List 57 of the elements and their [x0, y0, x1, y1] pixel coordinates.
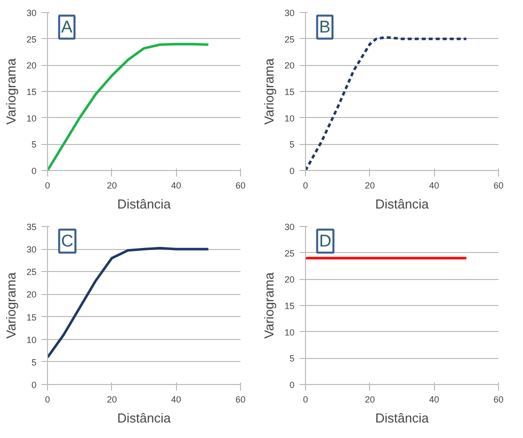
y-tick-label: 5	[289, 354, 295, 364]
chart-title: D	[319, 232, 332, 251]
x-axis-title: Distância	[375, 196, 430, 212]
x-tick-label: 0	[302, 394, 308, 404]
y-axis-title: Variograma	[261, 58, 276, 125]
x-tick-label: 20	[106, 394, 117, 404]
x-tick-label: 20	[364, 180, 375, 190]
chart-title: B	[319, 18, 330, 37]
x-tick-label: 60	[235, 180, 246, 190]
x-axis-title: Distância	[117, 196, 172, 212]
y-tick-label: 15	[26, 87, 37, 97]
x-tick-label: 40	[429, 394, 440, 404]
y-tick-label: 10	[26, 334, 37, 345]
y-tick-label: 5	[289, 140, 295, 150]
x-tick-label: 40	[171, 394, 182, 404]
y-axis-title: Variograma	[261, 272, 276, 339]
y-axis-title: Variograma	[3, 58, 18, 125]
y-tick-label: 30	[26, 8, 37, 18]
x-tick-label: 60	[235, 394, 246, 404]
y-tick-label: 10	[284, 113, 295, 124]
y-tick-label: 10	[26, 113, 37, 124]
x-tick-label: 20	[364, 394, 375, 404]
y-tick-label: 30	[284, 8, 295, 18]
y-tick-label: 0	[289, 380, 295, 390]
y-tick-label: 25	[284, 34, 295, 44]
y-tick-label: 20	[26, 290, 37, 300]
x-axis-title: Distância	[375, 410, 430, 426]
y-axis-title: Variograma	[3, 272, 18, 339]
y-tick-label: 5	[31, 140, 37, 150]
chart-title: A	[61, 18, 74, 37]
y-tick-label: 15	[26, 312, 37, 322]
y-tick-label: 30	[26, 244, 37, 255]
y-tick-label: 20	[284, 274, 295, 285]
y-tick-label: 5	[31, 357, 37, 368]
y-tick-label: 0	[31, 380, 37, 390]
x-tick-label: 60	[493, 394, 504, 404]
y-tick-label: 0	[31, 166, 37, 176]
y-tick-label: 10	[284, 327, 295, 338]
y-tick-label: 25	[26, 267, 37, 278]
x-axis-title: Distância	[117, 410, 172, 426]
x-tick-label: 40	[429, 180, 440, 190]
y-tick-label: 20	[26, 60, 37, 71]
x-tick-label: 0	[44, 180, 50, 190]
y-tick-label: 25	[26, 34, 37, 44]
y-tick-label: 0	[289, 166, 295, 176]
y-tick-label: 15	[284, 87, 295, 97]
x-tick-label: 0	[44, 394, 50, 404]
y-tick-label: 35	[26, 222, 37, 232]
x-tick-label: 0	[302, 180, 308, 190]
y-tick-label: 20	[284, 60, 295, 71]
x-tick-label: 40	[171, 180, 182, 190]
x-tick-label: 60	[493, 180, 504, 190]
y-tick-label: 30	[284, 222, 295, 232]
y-tick-label: 25	[284, 248, 295, 258]
x-tick-label: 20	[106, 180, 117, 190]
y-tick-label: 15	[284, 301, 295, 311]
chart-title: C	[61, 232, 74, 251]
